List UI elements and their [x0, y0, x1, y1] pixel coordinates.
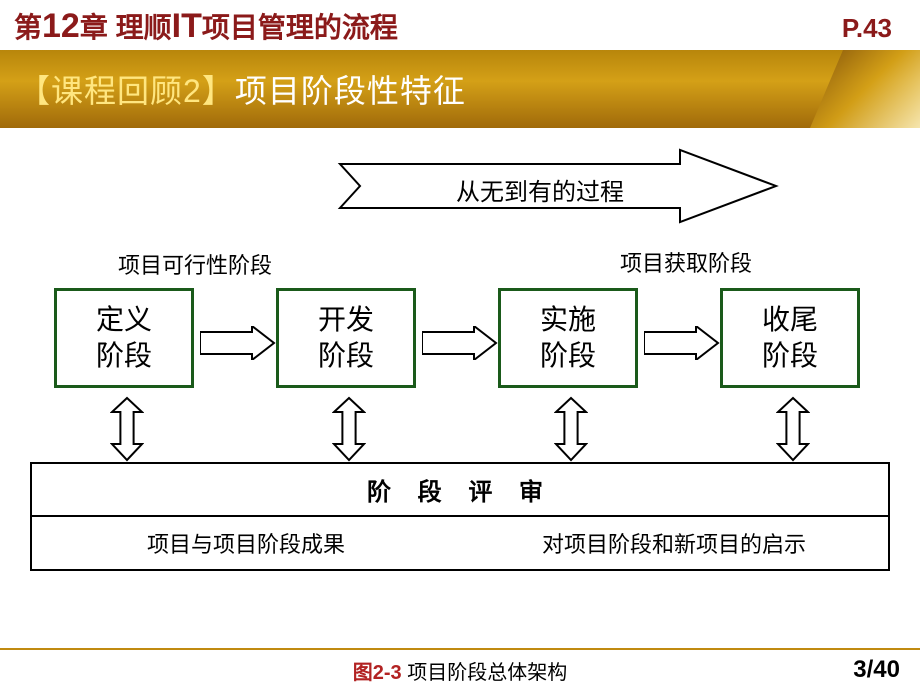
flow-arrow-right — [644, 326, 720, 365]
review-box: 阶 段 评 审 项目与项目阶段成果对项目阶段和新项目的启示 — [30, 462, 890, 571]
phase-box: 实施 阶段 — [498, 288, 638, 388]
page-total: 40 — [873, 656, 900, 683]
chapter-it: IT — [172, 7, 202, 45]
review-title: 阶 段 评 审 — [32, 464, 888, 517]
banner-subtitle: 【课程回顾2】项目阶段性特征 — [18, 66, 466, 112]
chapter-title: 第12章 理顺IT项目管理的流程 — [14, 6, 398, 46]
phase-box: 开发 阶段 — [276, 288, 416, 388]
review-cell: 项目与项目阶段成果 — [32, 517, 460, 569]
review-label: 课程回顾2 — [51, 73, 202, 109]
title-banner: 【课程回顾2】项目阶段性特征 — [0, 50, 920, 128]
process-arrow-label: 从无到有的过程 — [300, 172, 780, 207]
double-arrow-vertical — [110, 396, 144, 467]
chapter-prefix: 第 — [14, 12, 42, 43]
process-arrow: 从无到有的过程 — [300, 146, 780, 226]
phase-diagram: 从无到有的过程 项目可行性阶段 项目获取阶段 定义 阶段开发 阶段实施 阶段收尾 … — [0, 128, 920, 598]
slide-footer: 图2-3 项目阶段总体架构 3/40 — [0, 648, 920, 690]
bracket-close: 】 — [202, 73, 235, 109]
bracket-open: 【 — [18, 73, 51, 109]
slide-header: 第12章 理顺IT项目管理的流程 P.43 — [0, 0, 920, 46]
double-arrow-vertical — [554, 396, 588, 467]
stage-label: 项目可行性阶段 — [118, 248, 272, 280]
figure-text: 项目阶段总体架构 — [407, 662, 567, 684]
double-arrow-vertical — [332, 396, 366, 467]
chapter-suffix: 章 理顺 — [80, 12, 172, 43]
page-ref: P.43 — [842, 13, 892, 44]
double-arrow-vertical — [776, 396, 810, 467]
chapter-number: 12 — [42, 7, 80, 45]
banner-title: 项目阶段性特征 — [235, 73, 466, 109]
stage-label: 项目获取阶段 — [620, 246, 752, 278]
flow-arrow-right — [200, 326, 276, 365]
review-cells: 项目与项目阶段成果对项目阶段和新项目的启示 — [32, 517, 888, 569]
flow-arrow-right — [422, 326, 498, 365]
phase-box: 收尾 阶段 — [720, 288, 860, 388]
figure-caption: 图2-3 项目阶段总体架构 — [353, 656, 567, 685]
chapter-rest: 项目管理的流程 — [202, 12, 398, 43]
page-number: 3/40 — [853, 656, 900, 684]
page-current: 3 — [853, 656, 866, 683]
review-cell: 对项目阶段和新项目的启示 — [460, 517, 888, 569]
phase-box: 定义 阶段 — [54, 288, 194, 388]
figure-number: 图2-3 — [353, 662, 402, 684]
corner-decoration — [810, 50, 920, 128]
